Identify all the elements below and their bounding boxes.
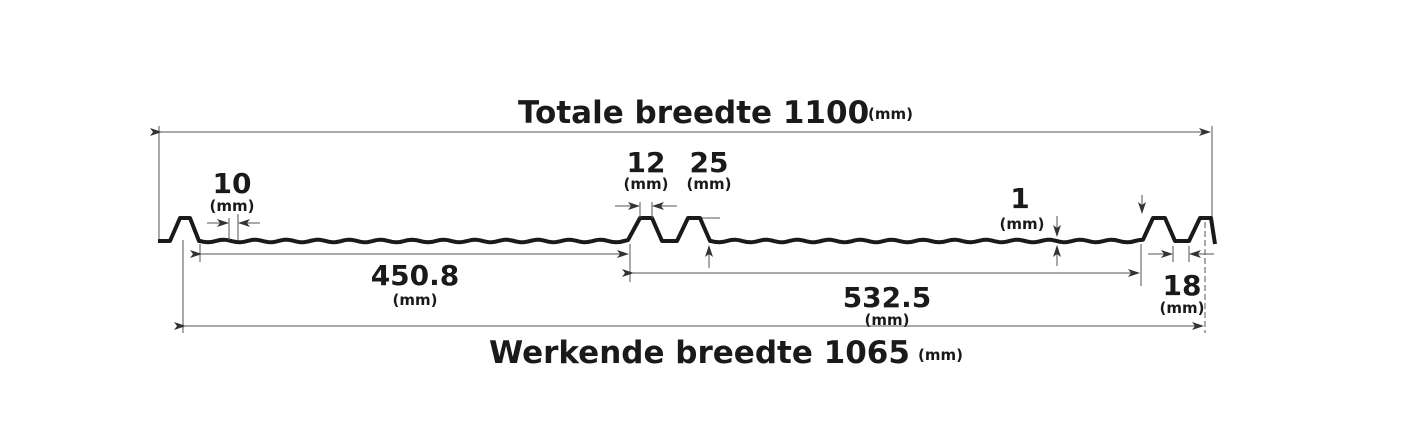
dimension-18mm: 18 (mm): [1148, 246, 1214, 317]
dimension-25mm: 25 (mm): [687, 146, 732, 268]
total-width-dimension: Totale breedte 1100 (mm): [150, 95, 1213, 240]
dim-value: 18: [1163, 269, 1202, 302]
dim-value: 12: [627, 146, 666, 179]
dim-unit: (mm): [624, 175, 669, 193]
dim-unit: (mm): [210, 197, 255, 215]
dim-unit: (mm): [687, 175, 732, 193]
dim-value: 450.8: [371, 259, 460, 292]
working-width-unit: (mm): [918, 346, 963, 364]
dim-value: 1: [1010, 182, 1029, 215]
panel-profile: [158, 216, 1217, 245]
dim-unit: (mm): [1000, 215, 1045, 233]
dim-value: 10: [213, 167, 252, 200]
dimension-1mm: 1 (mm): [1000, 182, 1146, 266]
total-width-label: Totale breedte 1100: [518, 95, 869, 131]
dimension-450-8mm: 450.8 (mm): [190, 244, 631, 309]
dimension-10mm: 10 (mm): [207, 167, 260, 240]
dim-unit: (mm): [1160, 299, 1205, 317]
working-width-label: Werkende breedte 1065: [489, 335, 910, 371]
dim-unit: (mm): [393, 291, 438, 309]
dim-value: 25: [690, 146, 729, 179]
working-width-dimension: Werkende breedte 1065 (mm): [174, 222, 1206, 371]
total-width-unit: (mm): [868, 105, 913, 123]
dimension-532-5mm: 532.5 (mm): [622, 244, 1142, 329]
dimension-12mm: 12 (mm): [615, 146, 677, 218]
dim-value: 532.5: [843, 281, 932, 314]
